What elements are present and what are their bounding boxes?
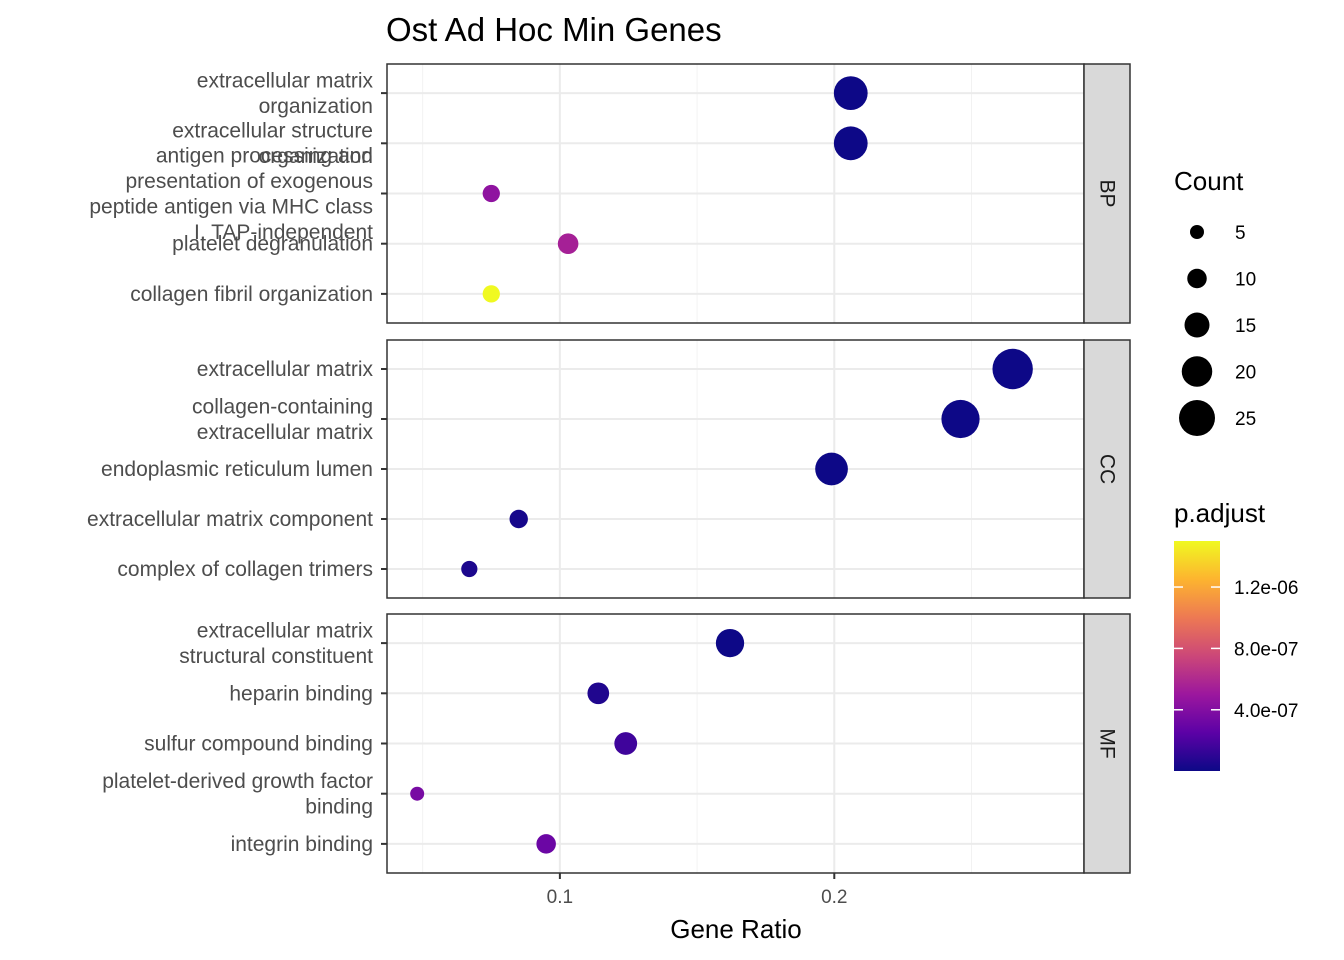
term-dot xyxy=(992,348,1033,390)
term-label: collagen-containing extracellular matrix xyxy=(192,395,373,444)
term-dot xyxy=(941,399,980,439)
term-label: endoplasmic reticulum lumen xyxy=(101,458,373,481)
term-label: extracellular matrix component xyxy=(87,508,373,531)
facet-panel-cc: extracellular matrix collagen-containing e… xyxy=(87,339,1131,599)
term-dot xyxy=(815,452,848,486)
term-dot xyxy=(557,233,579,254)
count-legend-label: 20 xyxy=(1235,363,1256,384)
p-adjust-legend-label: 1.2e-06 xyxy=(1234,578,1298,599)
count-legend-key xyxy=(1187,268,1207,289)
facet-strip-label: BP xyxy=(1096,179,1119,207)
term-label: collagen fibril organization xyxy=(130,283,373,306)
count-legend-label: 5 xyxy=(1235,223,1246,244)
p-adjust-legend-title: p.adjust xyxy=(1174,498,1266,528)
count-legend-key xyxy=(1184,312,1210,338)
term-label: platelet degranulation xyxy=(172,233,373,256)
facet-strip xyxy=(1083,339,1131,599)
facet-panel-bp: extracellular matrix organizationextracel… xyxy=(89,63,1131,324)
count-legend-key xyxy=(1179,400,1215,436)
facet-strip xyxy=(1083,613,1131,874)
facet-strip-label: CC xyxy=(1096,454,1119,484)
chart-title: Ost Ad Hoc Min Genes xyxy=(386,11,722,48)
term-dot xyxy=(614,732,638,755)
term-label: extracellular structure organization xyxy=(172,120,373,169)
facet-panels: extracellular matrix organizationextracel… xyxy=(87,63,1131,874)
facet-panel-mf: extracellular matrix structural constitue… xyxy=(102,613,1131,874)
term-dot xyxy=(536,834,556,854)
term-dot xyxy=(461,560,478,578)
x-axis: 0.1 0.2 xyxy=(547,873,847,908)
term-label: platelet-derived growth factor binding xyxy=(102,770,373,819)
term-dot xyxy=(587,682,610,705)
term-label: extracellular matrix structural constitue… xyxy=(179,619,373,668)
term-dot xyxy=(509,509,528,529)
count-legend: Count 5 10 15 20 25 xyxy=(1174,166,1256,436)
term-dot xyxy=(715,628,745,658)
facet-strip-label: MF xyxy=(1096,728,1119,758)
p-adjust-colorbar xyxy=(1174,541,1220,771)
term-dot xyxy=(410,786,425,801)
term-label: heparin binding xyxy=(229,682,373,705)
term-dot xyxy=(833,126,868,161)
x-tick-label: 0.1 xyxy=(547,887,573,908)
count-legend-label: 10 xyxy=(1235,270,1256,291)
term-dot xyxy=(482,184,500,203)
count-legend-key xyxy=(1190,225,1204,239)
x-tick-label: 0.2 xyxy=(821,887,847,908)
term-label: antigen processing and presentation of ex… xyxy=(89,144,373,244)
p-adjust-legend-label: 8.0e-07 xyxy=(1234,639,1298,660)
count-legend-title: Count xyxy=(1174,166,1244,196)
count-legend-label: 15 xyxy=(1235,316,1256,337)
p-adjust-legend-label: 4.0e-07 xyxy=(1234,701,1298,722)
term-label: complex of collagen trimers xyxy=(117,558,373,581)
term-label: extracellular matrix xyxy=(197,358,374,381)
count-legend-key xyxy=(1181,356,1213,387)
count-legend-label: 25 xyxy=(1235,409,1256,430)
facet-strip xyxy=(1083,63,1131,324)
term-dot xyxy=(833,76,868,111)
term-label: sulfur compound binding xyxy=(144,733,373,756)
x-axis-label: Gene Ratio xyxy=(670,914,802,944)
term-label: extracellular matrix organization xyxy=(197,69,374,118)
p-adjust-legend: p.adjust 4.0e-07 8.0e-07 1.2e-06 xyxy=(1174,498,1298,771)
term-label: integrin binding xyxy=(231,833,373,856)
term-dot xyxy=(482,285,500,303)
